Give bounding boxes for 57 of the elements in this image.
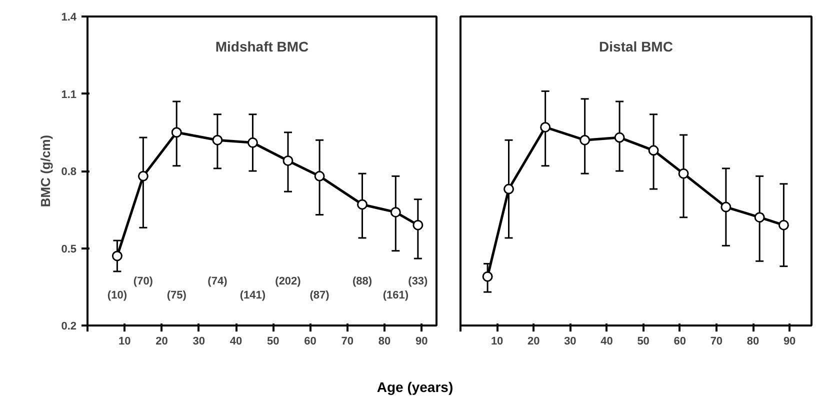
annotation: (74) — [208, 276, 228, 288]
point — [580, 134, 590, 146]
point — [356, 199, 368, 210]
point — [720, 202, 732, 212]
point — [778, 220, 789, 230]
y-tick-label: 1.1 — [61, 88, 77, 101]
point — [247, 137, 258, 148]
point — [212, 134, 223, 146]
annotation: (141) — [240, 290, 266, 302]
x-tick-label: 40 — [230, 336, 242, 348]
x-tick-label: 90 — [783, 336, 796, 348]
point — [390, 206, 401, 218]
x-tick-label: 20 — [156, 336, 168, 348]
x-tick-label: 70 — [710, 336, 723, 348]
x-tick-label: 60 — [304, 336, 316, 348]
point — [138, 170, 148, 182]
point — [171, 127, 182, 138]
point — [678, 168, 689, 179]
x-tick-label: 60 — [674, 336, 686, 348]
x-tick-label: 50 — [637, 336, 650, 348]
x-tick-label: 10 — [490, 336, 504, 348]
point — [614, 132, 625, 143]
x-tick-label: 40 — [600, 336, 613, 348]
x-tick-label: 70 — [341, 336, 354, 348]
point — [754, 212, 765, 223]
annotation: (10) — [107, 290, 128, 302]
x-tick-label: 80 — [378, 336, 391, 348]
y-tick-label: 0.8 — [61, 166, 77, 178]
text: Distal BMC — [599, 38, 673, 54]
y-tick-label: 1.4 — [61, 12, 78, 24]
point — [314, 170, 325, 182]
x-tick-label: 90 — [416, 336, 428, 348]
x-tick-label: 30 — [564, 336, 576, 348]
y-axis-title: BMC (g/cm) — [38, 134, 54, 208]
x-tick-label: 80 — [746, 336, 760, 348]
y-tick-label: 0.2 — [61, 320, 77, 332]
annotation: (161) — [382, 290, 409, 302]
point — [282, 155, 294, 166]
annotation: (87) — [310, 290, 330, 302]
point — [482, 271, 493, 282]
x-tick-label: 30 — [192, 336, 206, 348]
point — [504, 184, 514, 194]
x-tick-label: 50 — [267, 336, 280, 348]
point — [648, 145, 659, 156]
point — [540, 122, 551, 132]
text: Midshaft BMC — [215, 38, 309, 54]
annotation: (33) — [408, 276, 428, 288]
annotation: (202) — [275, 276, 302, 288]
y-tick-label: 0.5 — [61, 243, 77, 256]
x-tick-label: 20 — [528, 336, 540, 348]
x-axis-title: Age (years) — [376, 378, 454, 397]
point — [412, 220, 424, 230]
annotation: (88) — [352, 276, 372, 288]
point — [112, 250, 122, 262]
annotation: (75) — [166, 290, 187, 302]
annotation: (70) — [133, 276, 154, 288]
x-tick-label: 10 — [118, 336, 131, 348]
